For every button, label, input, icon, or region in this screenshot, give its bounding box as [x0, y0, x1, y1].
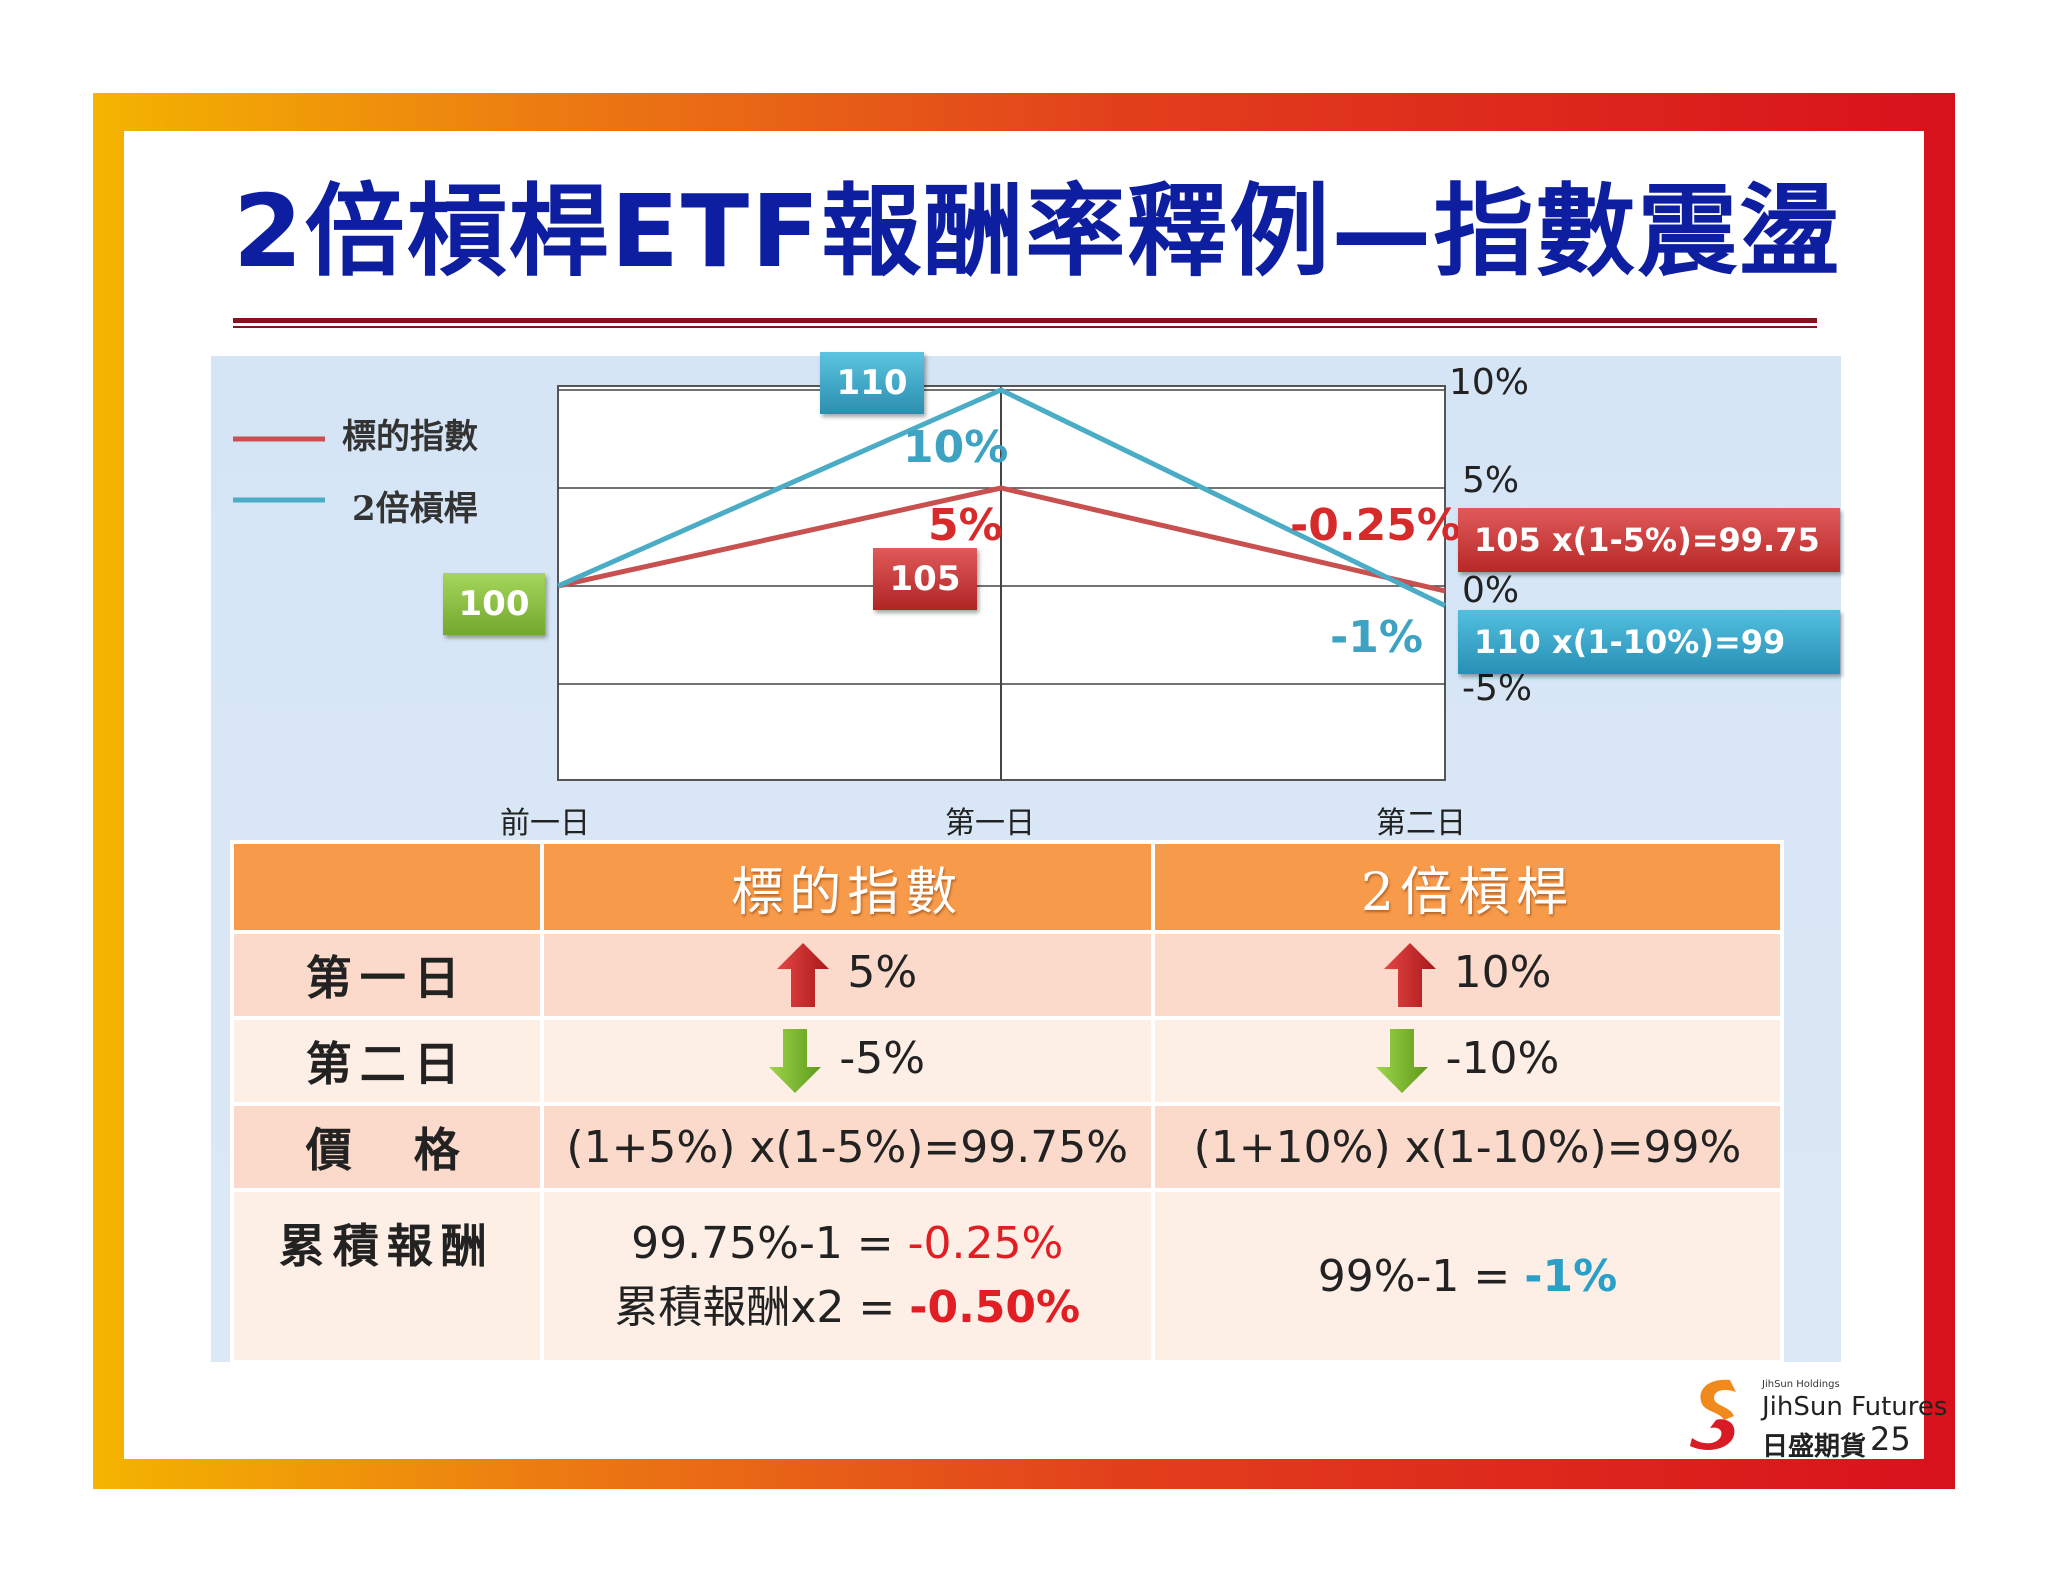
index-day1-change: 5%	[847, 947, 918, 998]
down-arrow-icon	[769, 1029, 822, 1093]
company-name-en: JihSun Futures	[1762, 1392, 1948, 1422]
up-arrow-icon	[777, 943, 830, 1007]
start-value-box: 100	[443, 573, 545, 635]
leveraged-day1-pct: 10%	[903, 422, 1009, 473]
up-arrow-icon	[1383, 943, 1436, 1007]
index-price-calc: (1+5%) x(1-5%)=99.75%	[539, 1102, 1155, 1192]
index-cumulative-line2: 累積報酬x2 = -0.50%	[544, 1276, 1151, 1340]
table-header-cell	[230, 840, 544, 934]
formula-text: 99.75%-1 =	[631, 1218, 908, 1269]
table-header-row: 標的指數 2倍槓桿	[230, 840, 1785, 934]
leveraged-day1-change: 10%	[1453, 947, 1552, 998]
legend-index-label: 標的指數	[342, 417, 478, 457]
series-group	[556, 387, 1447, 608]
leveraged-day2-change: -10%	[1445, 1033, 1560, 1084]
table-cell: -5%	[539, 1016, 1155, 1106]
table-row: 第一日 5% 10%	[230, 930, 1785, 1020]
leveraged-price-calc: (1+10%) x(1-10%)=99%	[1150, 1102, 1785, 1192]
table-header-cell: 2倍槓桿	[1150, 840, 1785, 934]
index-cumulative-line1: 99.75%-1 = -0.25%	[544, 1212, 1151, 1276]
down-arrow-icon	[1375, 1029, 1428, 1093]
holding-name: JihSun Holdings	[1762, 1379, 1840, 1390]
slide-title: 2倍槓桿ETF報酬率釋例—指數震盪	[233, 173, 1842, 290]
leveraged-day2-calc-box: 110 x(1-10%)=99	[1458, 610, 1840, 674]
table-row: 第二日 -5% -10%	[230, 1016, 1785, 1106]
x-tick-label: 第二日	[1376, 806, 1466, 841]
title-rule	[233, 318, 1817, 323]
x-tick-label: 第一日	[945, 806, 1035, 841]
y-tick-label: 5%	[1462, 460, 1520, 501]
row-label: 價 格	[230, 1102, 544, 1192]
comparison-table: 標的指數 2倍槓桿 第一日 5% 10% 第二日 -5% -10% 價 格 (1…	[230, 840, 1785, 1364]
row-label: 第二日	[230, 1016, 544, 1106]
page-number: 25	[1870, 1420, 1911, 1458]
company-name-zh: 日盛期貨	[1762, 1432, 1867, 1462]
index-cumulative-x2-value: -0.50%	[909, 1282, 1081, 1333]
index-day1-box: 105	[873, 548, 977, 610]
leveraged-day2-pct: -1%	[1330, 612, 1423, 663]
formula-text: 99%-1 =	[1317, 1250, 1525, 1302]
index-day1-pct: 5%	[928, 500, 1003, 551]
row-label: 第一日	[230, 930, 544, 1020]
index-day2-pct: -0.25%	[1290, 500, 1461, 551]
leveraged-cumulative-value: -1%	[1524, 1250, 1618, 1302]
table-cell: 99.75%-1 = -0.25% 累積報酬x2 = -0.50%	[539, 1188, 1155, 1364]
y-tick-label: 10%	[1449, 362, 1530, 403]
series-line	[556, 387, 1447, 608]
table-row: 價 格 (1+5%) x(1-5%)=99.75% (1+10%) x(1-10…	[230, 1102, 1785, 1192]
series-line	[557, 485, 1446, 594]
y-tick-label: 0%	[1462, 570, 1520, 611]
index-day2-calc-box: 105 x(1-5%)=99.75	[1458, 508, 1840, 572]
company-logo-icon	[1690, 1379, 1736, 1450]
legend-leveraged-label: 2倍槓桿	[352, 489, 478, 529]
table-header-cell: 標的指數	[539, 840, 1155, 934]
row-label: 累積報酬	[230, 1188, 544, 1364]
index-day2-change: -5%	[839, 1033, 926, 1084]
leveraged-day1-box: 110	[820, 352, 924, 414]
formula-text: 累積報酬x2 =	[614, 1282, 910, 1333]
table-cell: -10%	[1150, 1016, 1785, 1106]
table-cell: 5%	[539, 930, 1155, 1020]
index-cumulative-value: -0.25%	[907, 1218, 1064, 1269]
y-tick-label: -5%	[1462, 668, 1533, 709]
table-cell: 99%-1 = -1%	[1150, 1188, 1785, 1364]
table-cell: 10%	[1150, 930, 1785, 1020]
x-tick-label: 前一日	[500, 806, 590, 841]
title-rule-thin	[233, 326, 1817, 328]
table-row: 累積報酬 99.75%-1 = -0.25% 累積報酬x2 = -0.50% 9…	[230, 1188, 1785, 1364]
